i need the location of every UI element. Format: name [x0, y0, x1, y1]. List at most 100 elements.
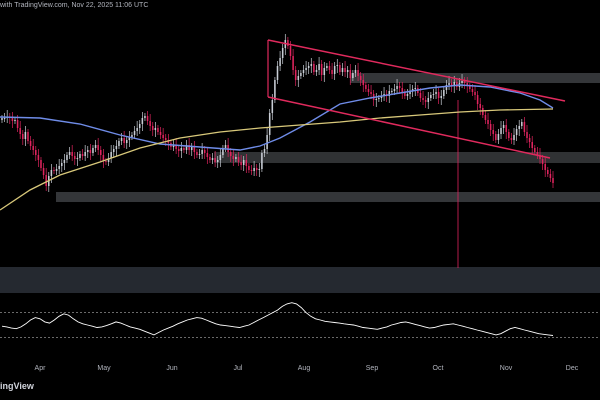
candle-body [50, 170, 53, 176]
candle-body [11, 118, 14, 121]
candle-body [120, 138, 123, 141]
candle-body [422, 98, 424, 100]
candle-body [151, 126, 154, 130]
candle-body [107, 158, 110, 162]
candle-body [310, 64, 313, 66]
candle-body [502, 125, 505, 128]
candle-body [409, 91, 411, 94]
support-zone [56, 192, 600, 202]
candle-body [445, 85, 448, 90]
candle-body [63, 160, 66, 163]
x-tick-label: Dec [566, 365, 579, 372]
candle-body [172, 145, 175, 147]
candle-body [175, 145, 177, 149]
candle-body [333, 66, 336, 74]
candle-body [411, 89, 414, 91]
candle-body [29, 141, 32, 146]
candle-body [466, 83, 469, 86]
candle-body [261, 153, 263, 169]
candle-body [489, 124, 492, 130]
candle-body [201, 150, 203, 154]
candle-body [42, 168, 45, 175]
candle-body [45, 175, 47, 186]
candle-body [289, 46, 292, 56]
candle-body [281, 48, 284, 58]
candle-body [60, 163, 63, 166]
candle-body [313, 64, 315, 72]
candle-body [279, 58, 281, 66]
candle-body [302, 70, 305, 73]
candle-body [440, 96, 443, 98]
candle-body [531, 142, 533, 148]
candle-body [235, 157, 237, 159]
x-tick-label: Oct [433, 365, 444, 372]
candle-body [500, 128, 502, 134]
candle-body [97, 145, 99, 150]
candle-body [24, 132, 27, 139]
candle-body [255, 168, 258, 170]
candle-body [125, 140, 128, 143]
resistance-zone [350, 73, 600, 83]
candle-body [180, 148, 183, 151]
candle-body [198, 154, 201, 155]
candle-body [401, 88, 404, 92]
ma-slow-line [0, 108, 554, 211]
candle-body [346, 70, 349, 72]
candle-body [437, 92, 440, 98]
candle-body [505, 125, 507, 132]
candle-body [476, 95, 479, 104]
candle-body [159, 132, 162, 135]
candle-body [492, 130, 495, 134]
candle-body [3, 118, 6, 119]
candle-body [138, 124, 141, 128]
candle-body [188, 145, 190, 150]
candle-body [513, 135, 515, 140]
mid-zone [214, 152, 600, 163]
candle-body [378, 98, 380, 99]
candle-body [131, 135, 133, 137]
candle-body [19, 128, 21, 134]
candle-body [271, 100, 274, 113]
x-tick-label: May [97, 365, 111, 372]
candle-body [53, 170, 55, 171]
candle-body [547, 170, 549, 174]
candle-body [219, 155, 222, 160]
candle-body [406, 94, 409, 96]
candle-body [22, 134, 24, 139]
candle-body [484, 115, 487, 120]
candle-body [211, 158, 214, 160]
candle-body [359, 76, 362, 80]
candle-body [292, 56, 294, 70]
candle-body [115, 146, 118, 149]
x-tick-label: Apr [35, 365, 47, 372]
candle-body [185, 145, 188, 150]
rsi-line [1, 302, 554, 336]
candle-body [40, 160, 42, 168]
candle-body [206, 153, 209, 157]
candle-body [528, 138, 531, 142]
candle-body [539, 155, 541, 159]
candle-body [307, 66, 310, 68]
candle-body [37, 155, 40, 160]
candle-body [432, 94, 435, 95]
candle-body [32, 146, 34, 150]
candle-body [14, 120, 16, 121]
candle-body [102, 155, 105, 161]
candle-body [352, 73, 354, 78]
candle-body [224, 145, 227, 148]
candle-body [336, 65, 339, 66]
candle-body [326, 66, 328, 68]
candle-body [232, 156, 235, 159]
candle-body [216, 160, 219, 162]
channel-upper-line [267, 39, 566, 102]
candle-body [391, 91, 393, 92]
chart-header: with TradingView.com, Nov 22, 2025 11:06… [0, 2, 149, 9]
candle-body [508, 132, 510, 138]
candle-body [89, 150, 92, 153]
candle-body [497, 134, 500, 140]
candle-body [177, 149, 180, 151]
candle-body [209, 157, 211, 160]
candle-body [274, 80, 276, 100]
candle-body [297, 76, 300, 80]
